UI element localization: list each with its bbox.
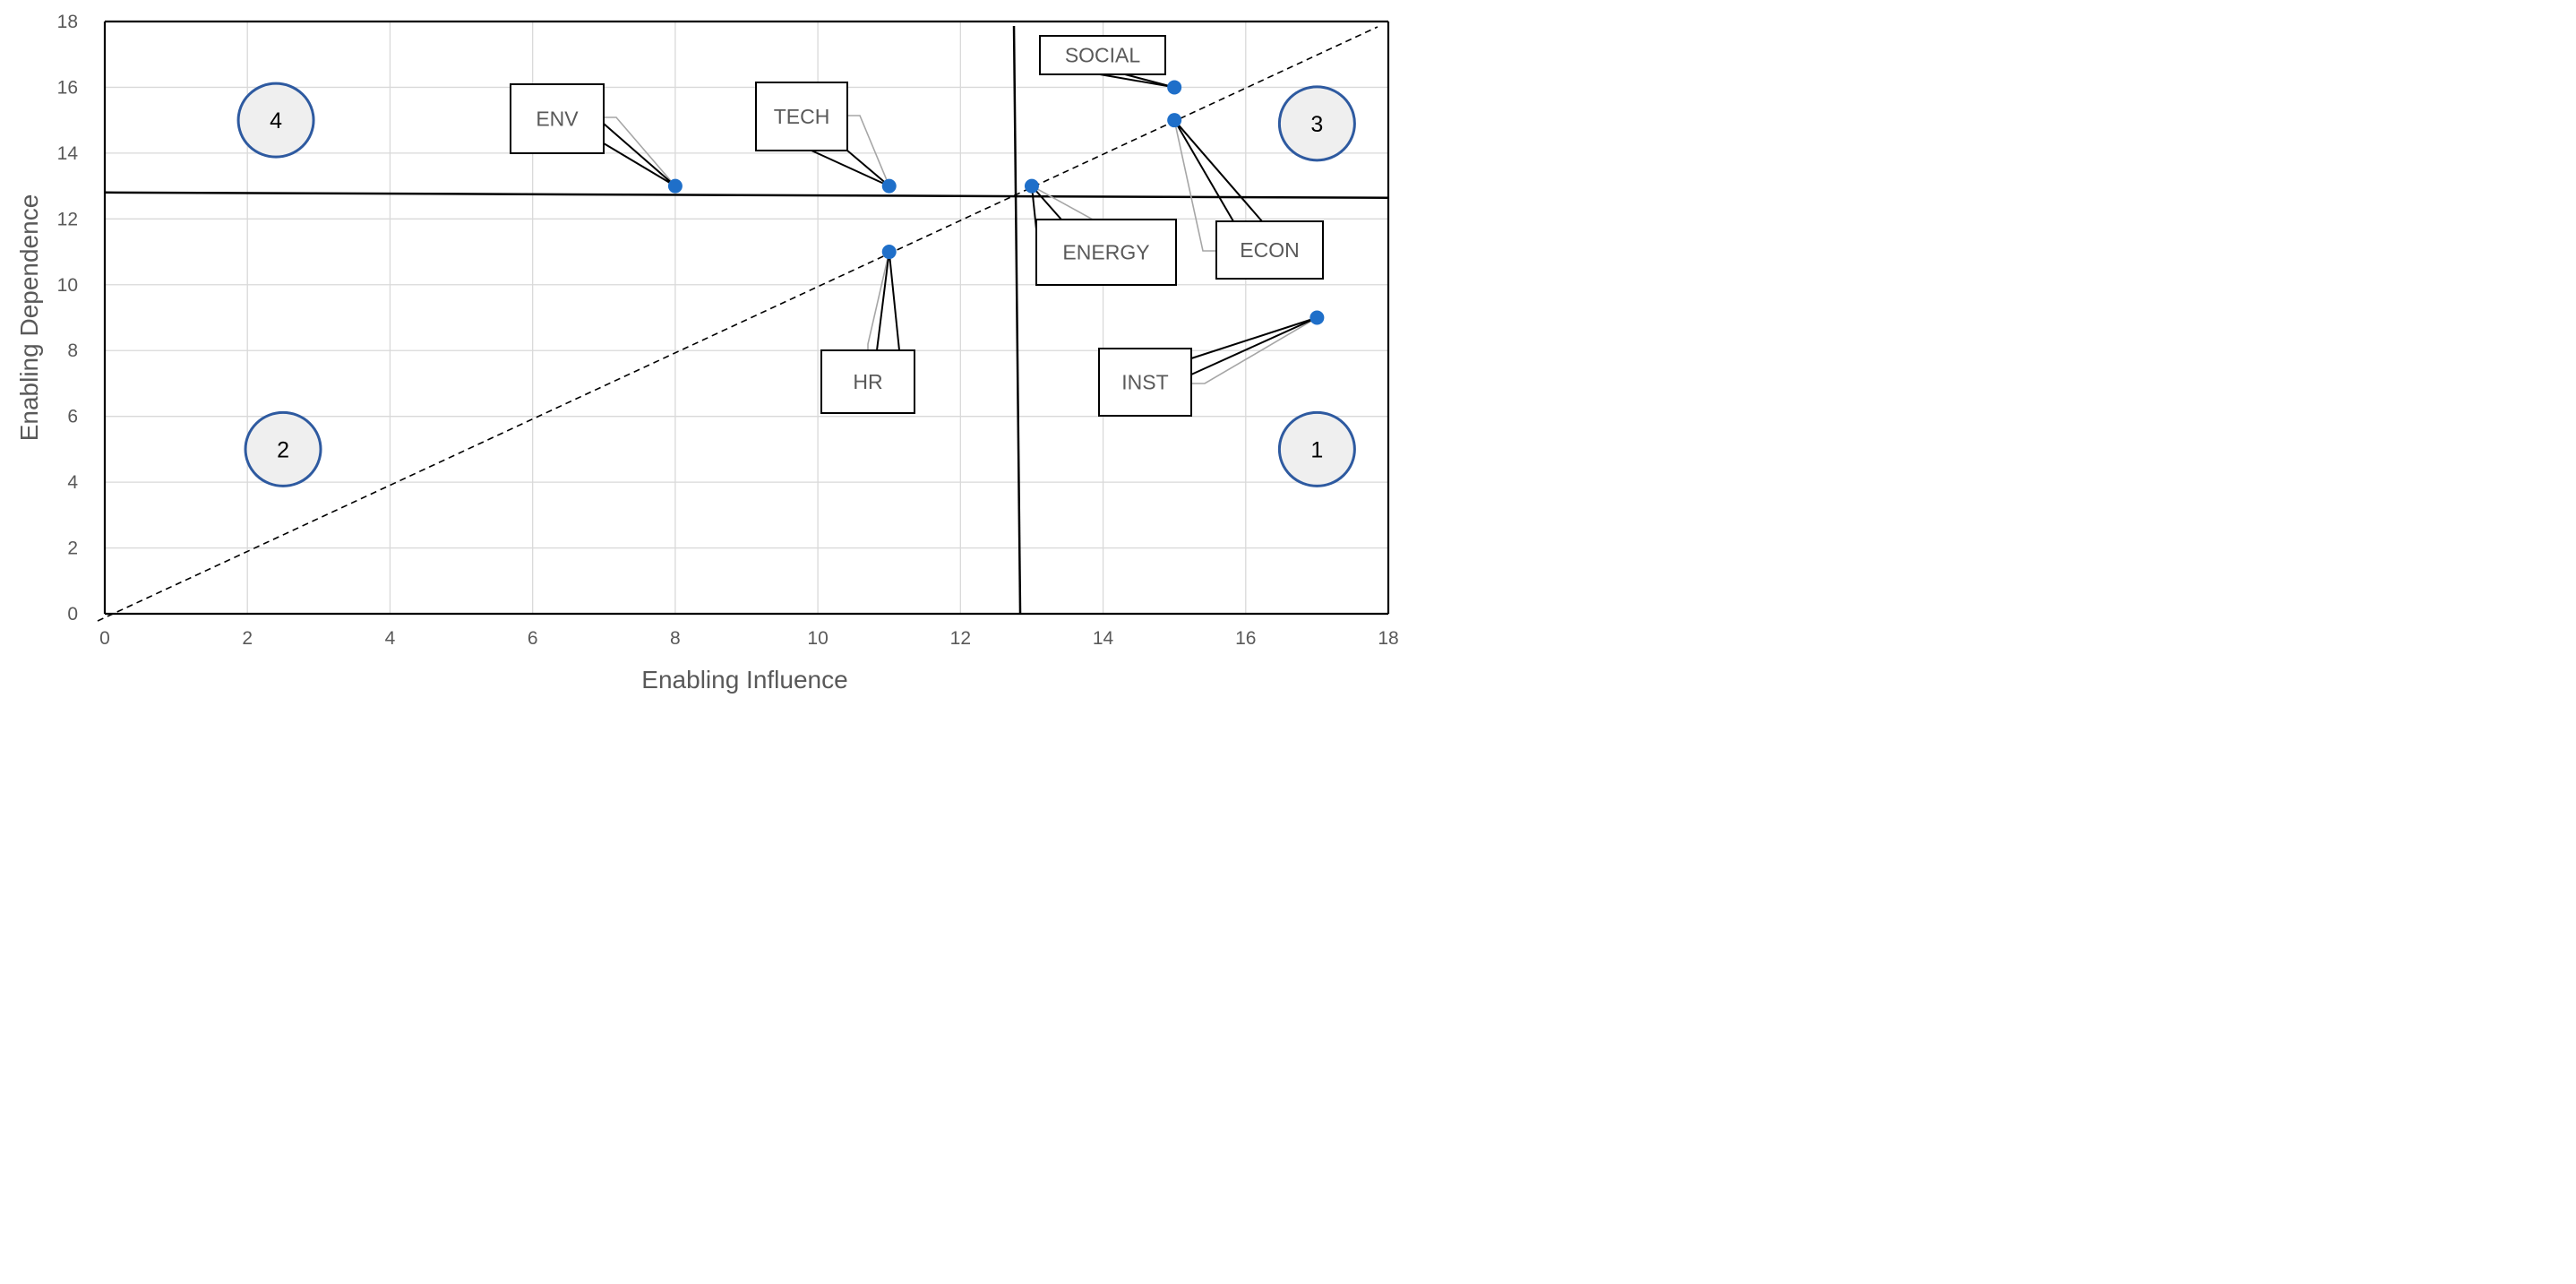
quadrant-number: 4 [270,108,282,134]
point-label: HR [853,370,882,393]
quadrant-number: 1 [1310,437,1323,462]
leader-line [847,115,890,186]
callout-box [1098,348,1192,417]
point-label: ENERGY [1062,241,1149,264]
y-tick-label: 14 [57,143,79,164]
leader-line [1173,119,1216,252]
y-tick-label: 10 [57,275,78,296]
callout-box [1039,35,1166,75]
x-tick-label: 14 [1093,628,1114,649]
data-points [667,80,1325,325]
point-callouts: ENV TECH HR ENERGY SOCIAL ECON INST [510,35,1324,417]
diagonal-reference-line [97,26,1378,622]
plot-frame [103,20,1390,616]
y-axis-title: Enabling Dependence [15,194,43,442]
y-tick-label: 2 [67,539,78,559]
quadrant-circle [1277,85,1356,162]
x-tick-label: 8 [670,628,681,649]
y-tick-labels: 0 2 4 6 8 10 12 14 16 18 [57,12,79,625]
leader-line [867,251,890,350]
mean-influence-line [1012,25,1022,615]
leader-line [1191,316,1318,384]
y-tick-label: 6 [67,407,78,427]
x-tick-label: 18 [1378,628,1398,649]
point-label: SOCIAL [1065,44,1141,67]
diagonal-line [97,26,1378,622]
x-tick-label: 10 [807,628,828,649]
callout-box [1215,220,1324,280]
callout-box [820,349,915,414]
leader-line [604,116,676,187]
callout-pointer [811,150,890,187]
data-point [881,178,897,194]
callout-pointer [1099,73,1175,89]
callout-pointer [1173,119,1263,222]
point-label: ENV [536,108,579,131]
x-tick-label: 12 [950,628,971,649]
leader-line [1031,185,1103,220]
callout-pointer [603,123,676,187]
x-tick-label: 2 [242,628,253,649]
data-point [881,245,897,260]
callout-box [510,83,605,154]
data-point [667,178,683,194]
quadrant-number: 3 [1310,112,1323,137]
x-axis-title: Enabling Influence [641,666,847,694]
callout-pointer [876,251,900,351]
data-point [1167,80,1182,95]
data-point [1167,113,1182,128]
y-tick-label: 4 [67,472,78,493]
data-point [1024,178,1039,194]
quadrant-circle [1277,410,1356,487]
quadrant-circle [236,82,315,159]
y-tick-label: 12 [57,209,78,229]
x-tick-label: 0 [99,628,110,649]
y-tick-label: 18 [57,12,78,32]
quadrant-number: 2 [277,437,289,462]
y-tick-label: 8 [67,340,78,361]
y-tick-label: 16 [57,77,78,98]
x-tick-label: 16 [1235,628,1256,649]
point-label: INST [1121,371,1168,394]
x-tick-label: 6 [528,628,538,649]
data-point [1309,310,1325,325]
x-tick-label: 4 [385,628,396,649]
quadrant-circle [244,410,322,487]
y-tick-label: 0 [67,604,78,625]
mean-dependence-line [104,191,1389,200]
point-label: TECH [774,105,830,128]
callout-box [755,82,848,151]
callout-pointer [1190,316,1318,375]
point-label: ECON [1240,238,1299,262]
callout-box [1035,219,1177,286]
mean-lines [104,25,1389,615]
x-tick-labels: 0 2 4 6 8 10 12 14 16 18 [99,628,1399,649]
quadrant-labels: 1 2 3 4 [236,82,1356,487]
